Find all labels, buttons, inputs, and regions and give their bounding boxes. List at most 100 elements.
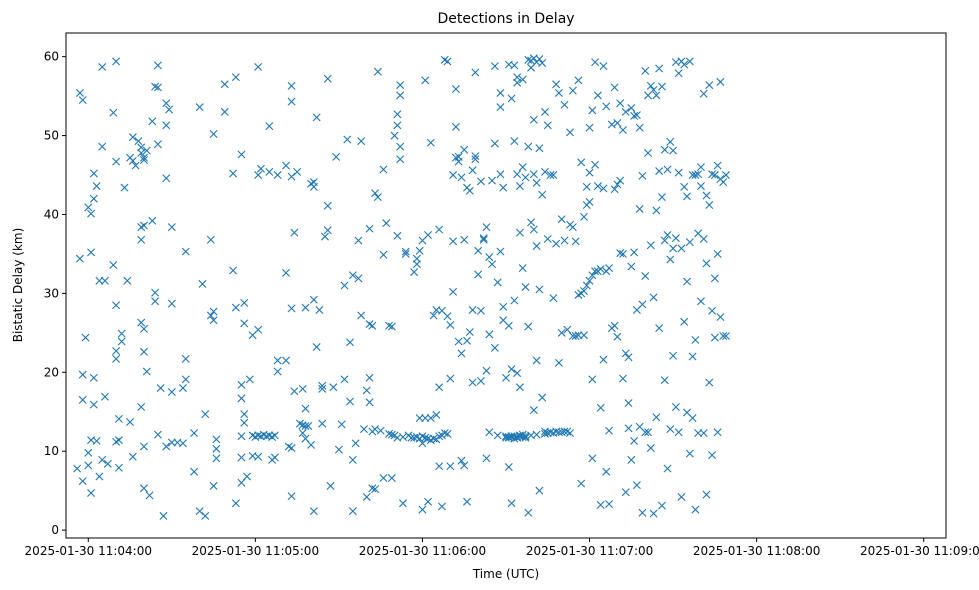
data-point [627, 103, 636, 112]
data-point [100, 392, 109, 401]
data-point [685, 238, 694, 247]
data-point [87, 209, 96, 218]
data-point [488, 176, 497, 185]
data-point [685, 57, 694, 66]
data-point [432, 410, 441, 419]
y-tick-label: 0 [51, 523, 59, 537]
data-point [669, 146, 678, 155]
data-point [669, 351, 678, 360]
data-point [153, 430, 162, 439]
data-point [151, 297, 160, 306]
data-point [588, 106, 597, 115]
data-point [574, 76, 583, 85]
data-point [287, 444, 296, 453]
data-point [112, 347, 121, 355]
data-point [591, 160, 600, 169]
data-point [273, 356, 282, 365]
data-point [593, 91, 602, 100]
data-point [326, 481, 335, 490]
data-point [552, 239, 561, 248]
data-point [538, 58, 547, 67]
data-point [557, 215, 566, 224]
data-point [237, 150, 246, 159]
data-point [209, 316, 218, 325]
data-point [371, 425, 380, 434]
data-point [153, 140, 162, 149]
data-point [476, 177, 485, 186]
data-point [660, 236, 669, 245]
data-point [616, 176, 625, 185]
data-point [312, 343, 321, 352]
data-point [688, 352, 697, 361]
data-point [273, 171, 282, 180]
data-point [471, 152, 480, 161]
data-point [635, 204, 644, 213]
data-point [657, 501, 666, 510]
data-point [529, 115, 538, 124]
data-point [410, 268, 419, 277]
data-point [449, 237, 458, 246]
data-point [301, 421, 310, 430]
data-point [535, 285, 544, 294]
data-point [376, 426, 385, 435]
data-point [446, 462, 455, 471]
data-point [137, 235, 146, 244]
data-point [513, 369, 522, 378]
data-point [515, 383, 524, 392]
data-point [451, 122, 460, 131]
data-point [652, 206, 661, 215]
data-point [577, 158, 586, 167]
data-point [318, 419, 327, 428]
data-point [515, 182, 524, 191]
data-point [84, 461, 93, 470]
data-point [98, 142, 107, 151]
data-point [256, 164, 265, 173]
data-point [301, 404, 310, 413]
data-point [385, 321, 394, 330]
data-point [212, 454, 221, 463]
data-point [621, 107, 630, 116]
data-point [485, 253, 494, 262]
data-point [145, 491, 154, 500]
data-point [245, 375, 254, 384]
data-point [282, 268, 290, 277]
data-point [92, 182, 101, 191]
data-point [231, 499, 240, 508]
data-point [680, 60, 689, 69]
data-point [153, 61, 162, 70]
data-point [579, 331, 588, 340]
data-point [393, 231, 402, 240]
data-point [518, 163, 527, 172]
data-point [702, 259, 711, 268]
data-point [237, 432, 246, 441]
data-point [518, 264, 527, 273]
data-point [426, 414, 435, 423]
data-point [318, 381, 327, 390]
y-axis-title: Bistatic Delay (km) [11, 228, 25, 343]
data-point [493, 278, 502, 287]
data-point [89, 400, 98, 409]
data-point [618, 249, 627, 258]
data-point [521, 433, 530, 442]
data-point [362, 492, 371, 501]
data-point [719, 178, 728, 187]
data-point [424, 497, 433, 506]
data-point [323, 201, 332, 210]
data-point [254, 452, 263, 461]
data-point [529, 406, 538, 415]
data-point [89, 169, 98, 178]
data-point [240, 418, 249, 427]
data-point [75, 88, 84, 97]
data-point [691, 335, 700, 344]
data-point [566, 128, 575, 137]
data-point [624, 353, 633, 362]
data-point [630, 248, 639, 257]
data-point [307, 440, 316, 449]
data-point [98, 62, 107, 71]
data-point [354, 274, 363, 283]
data-point [426, 138, 435, 147]
data-point [699, 429, 708, 438]
data-point [605, 264, 614, 273]
data-point [128, 452, 137, 461]
data-point [554, 358, 563, 367]
